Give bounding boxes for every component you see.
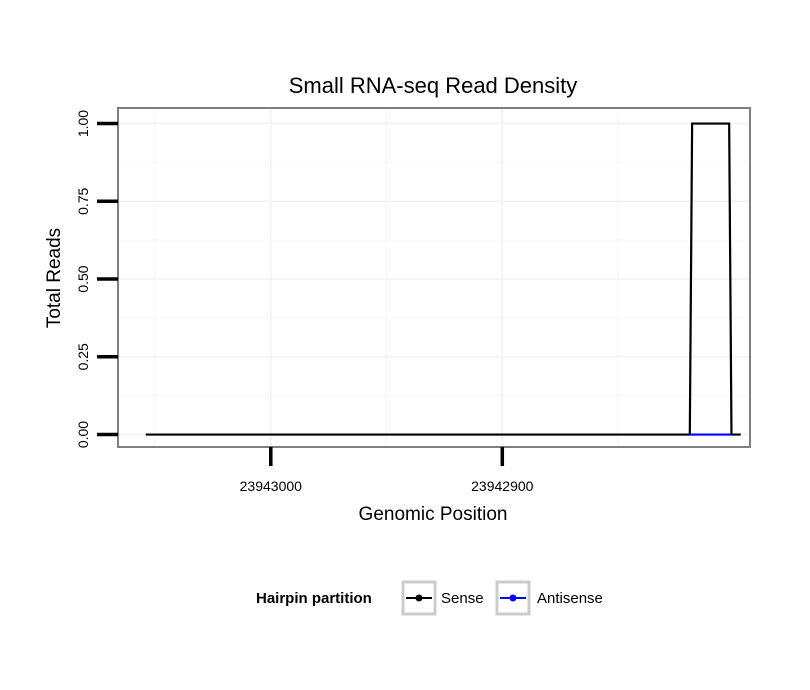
x-tick-label: 23942900 (471, 478, 534, 494)
legend-label-antisense: Antisense (537, 590, 603, 607)
y-tick-label: 0.25 (75, 343, 91, 370)
x-tick-label: 23943000 (240, 478, 303, 494)
plot-series (145, 122, 741, 436)
y-tick-label: 0.00 (75, 421, 91, 448)
y-axis: 0.00 0.25 0.50 0.75 1.00 (75, 110, 118, 448)
grid-lines (118, 108, 750, 447)
y-tick-label: 1.00 (75, 110, 91, 137)
x-axis-title: Genomic Position (359, 504, 508, 525)
y-axis-title: Total Reads (44, 228, 65, 328)
y-tick-label: 0.50 (75, 265, 91, 292)
y-tick-label: 0.75 (75, 187, 91, 214)
legend: Hairpin partition Sense Antisense (256, 580, 603, 616)
legend-key-point (509, 594, 517, 602)
legend-label-sense: Sense (441, 590, 484, 607)
legend-key-point (415, 594, 423, 602)
series-line-sense (145, 122, 741, 436)
chart-title: Small RNA-seq Read Density (289, 73, 578, 98)
legend-title: Hairpin partition (256, 590, 372, 607)
x-axis: 23943000 23942900 (240, 447, 534, 494)
